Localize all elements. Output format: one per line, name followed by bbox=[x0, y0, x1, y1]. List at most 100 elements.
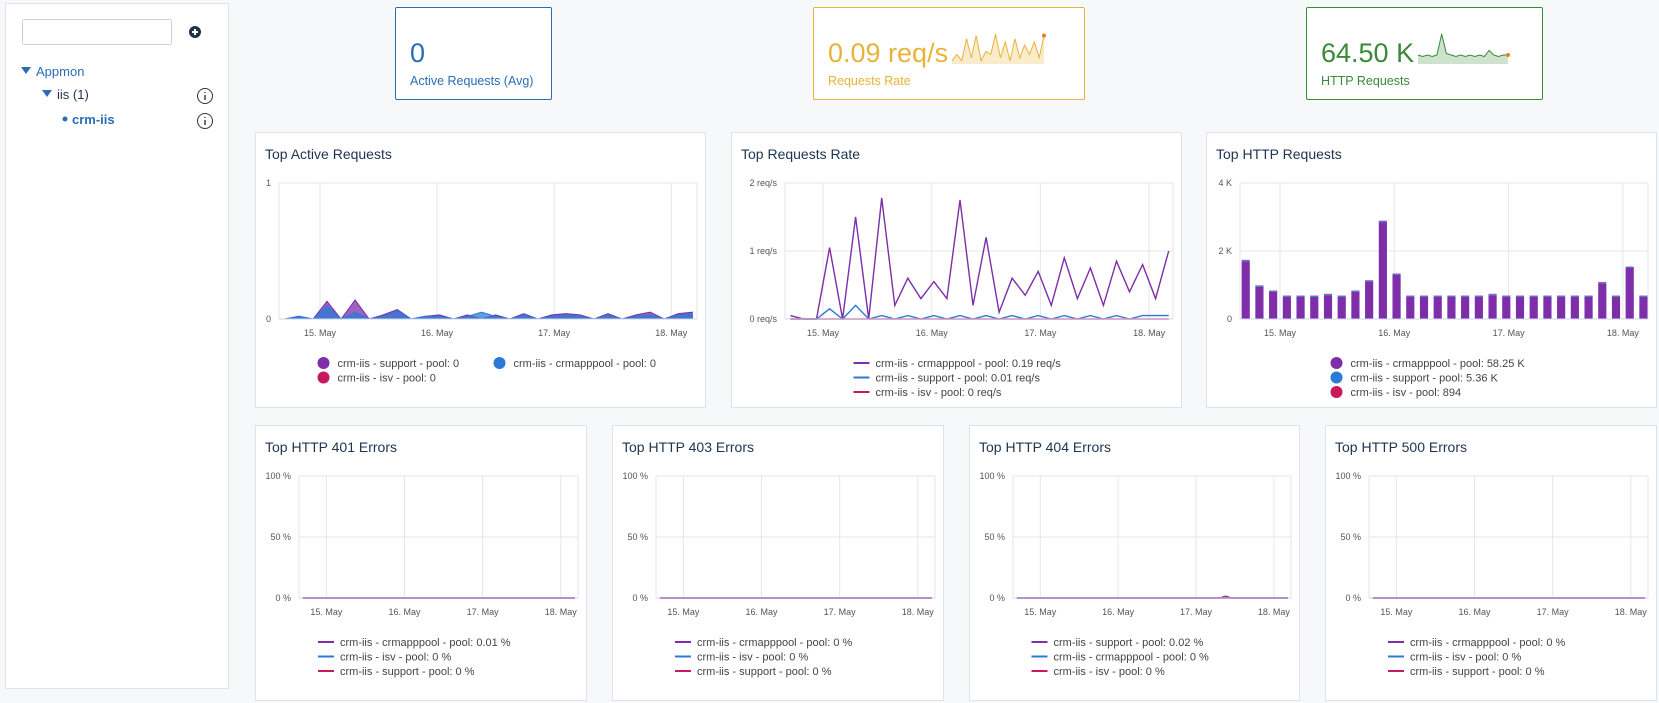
line-series bbox=[790, 304, 1169, 320]
x-tick-label: 16. May bbox=[745, 607, 778, 617]
kpi-value: 0 bbox=[410, 38, 426, 68]
legend-label: crm-iis - crmapppool - pool: 0.19 req/s bbox=[876, 358, 1062, 370]
bar bbox=[1241, 261, 1250, 319]
bar bbox=[1625, 266, 1634, 268]
legend-label: crm-iis - isv - pool: 0 % bbox=[1410, 652, 1521, 664]
bar bbox=[1255, 285, 1264, 287]
bar bbox=[1310, 296, 1319, 319]
bar bbox=[1447, 295, 1456, 297]
bar bbox=[1392, 273, 1401, 275]
chart-title: Top HTTP 404 Errors bbox=[979, 439, 1111, 455]
x-tick-label: 15. May bbox=[310, 607, 343, 617]
bar bbox=[1365, 280, 1374, 282]
chart-title: Top HTTP 500 Errors bbox=[1335, 439, 1467, 455]
expand-arrow[interactable] bbox=[21, 67, 31, 75]
y-tick-label: 2 K bbox=[1218, 246, 1232, 256]
bar bbox=[1488, 294, 1497, 296]
legend-label: crm-iis - isv - pool: 0 bbox=[338, 373, 436, 385]
search-input[interactable] bbox=[22, 19, 172, 45]
legend-label: crm-iis - isv - pool: 0 % bbox=[697, 652, 808, 664]
bar bbox=[1351, 291, 1360, 319]
x-tick-label: 16. May bbox=[1378, 328, 1411, 338]
area-series bbox=[284, 299, 693, 320]
x-tick-label: 15. May bbox=[667, 607, 700, 617]
x-tick-label: 15. May bbox=[1024, 607, 1057, 617]
sidebar: Appmon iis (1) crm-iis bbox=[5, 3, 229, 689]
bar bbox=[1337, 295, 1346, 297]
sparkline-dot bbox=[1042, 33, 1047, 38]
y-tick-label: 1 bbox=[266, 178, 271, 188]
x-tick-label: 16. May bbox=[421, 328, 454, 338]
tree-node[interactable]: Appmon bbox=[36, 64, 85, 79]
bar bbox=[1323, 295, 1333, 319]
legend-label: crm-iis - support - pool: 0 bbox=[338, 358, 460, 370]
bar bbox=[1474, 296, 1483, 319]
info-icon[interactable] bbox=[196, 112, 214, 130]
kpi-label: Requests Rate bbox=[828, 74, 911, 88]
chart-panel: Top HTTP 500 Errors 0 % 50 % 100 % 15. May 16… bbox=[1325, 425, 1657, 701]
bar bbox=[1241, 260, 1250, 262]
bar bbox=[1625, 268, 1634, 319]
legend-label: crm-iis - crmapppool - pool: 0 bbox=[514, 358, 656, 370]
y-tick-label: 0 % bbox=[989, 593, 1005, 603]
bar bbox=[1282, 295, 1291, 297]
kpi-value: 0.09 req/s bbox=[828, 38, 949, 68]
chart-panel: Top Requests Rate 0 req/s 1 req/s 2 req/s 15… bbox=[731, 132, 1182, 408]
bar bbox=[1365, 281, 1374, 319]
tree-node[interactable]: iis (1) bbox=[57, 87, 89, 102]
add-button[interactable] bbox=[188, 25, 202, 39]
legend-swatch bbox=[1330, 371, 1343, 384]
y-tick-label: 0 % bbox=[632, 593, 648, 603]
x-tick-label: 17. May bbox=[824, 607, 857, 617]
bar bbox=[1447, 296, 1456, 319]
y-tick-label: 50 % bbox=[1340, 532, 1361, 542]
sparkline-area bbox=[952, 34, 1045, 64]
legend-label: crm-iis - isv - pool: 0 % bbox=[340, 652, 451, 664]
y-tick-label: 0 % bbox=[1345, 593, 1361, 603]
expand-arrow[interactable] bbox=[42, 90, 52, 98]
y-tick-label: 50 % bbox=[984, 532, 1005, 542]
y-tick-label: 4 K bbox=[1218, 178, 1232, 188]
bar bbox=[1323, 294, 1333, 296]
line-series bbox=[790, 197, 1170, 320]
bar bbox=[1419, 296, 1429, 319]
y-tick-label: 1 req/s bbox=[749, 246, 777, 256]
kpi-label: Active Requests (Avg) bbox=[410, 74, 534, 88]
y-tick-label: 2 req/s bbox=[749, 178, 777, 188]
bar bbox=[1296, 295, 1305, 297]
legend-label: crm-iis - support - pool: 0.01 req/s bbox=[876, 373, 1041, 385]
legend-label: crm-iis - isv - pool: 894 bbox=[1351, 387, 1462, 399]
bar bbox=[1378, 221, 1387, 223]
legend-swatch bbox=[317, 371, 330, 384]
y-tick-label: 50 % bbox=[270, 532, 291, 542]
bar bbox=[1255, 286, 1264, 319]
y-tick-label: 0 bbox=[266, 314, 271, 324]
kpi-label: HTTP Requests bbox=[1321, 74, 1410, 88]
bar bbox=[1502, 295, 1511, 297]
y-tick-label: 0 % bbox=[275, 593, 291, 603]
bar bbox=[1570, 296, 1579, 319]
legend-swatch bbox=[1330, 386, 1343, 398]
sparkline-dot bbox=[1506, 53, 1511, 57]
bar bbox=[1351, 290, 1360, 292]
bar bbox=[1269, 291, 1278, 319]
y-tick-label: 100 % bbox=[979, 471, 1005, 481]
legend-swatch bbox=[1330, 357, 1343, 369]
bar bbox=[1584, 296, 1593, 319]
x-tick-label: 18. May bbox=[1133, 328, 1166, 338]
x-tick-label: 18. May bbox=[1615, 607, 1648, 617]
kpi-card: 64.50 K HTTP Requests bbox=[1306, 7, 1543, 100]
x-tick-label: 18. May bbox=[545, 607, 578, 617]
legend-label: crm-iis - crmapppool - pool: 0 % bbox=[1410, 637, 1565, 649]
tree-node[interactable]: crm-iis bbox=[72, 112, 115, 127]
x-tick-label: 15. May bbox=[1264, 328, 1297, 338]
bar bbox=[1543, 295, 1552, 297]
area-series bbox=[284, 304, 693, 320]
info-icon[interactable] bbox=[196, 87, 214, 105]
legend-label: crm-iis - isv - pool: 0 % bbox=[1054, 666, 1165, 678]
y-tick-label: 100 % bbox=[1335, 471, 1361, 481]
bar bbox=[1461, 295, 1470, 297]
sparkline-area bbox=[1418, 34, 1509, 64]
bar bbox=[1557, 296, 1566, 319]
